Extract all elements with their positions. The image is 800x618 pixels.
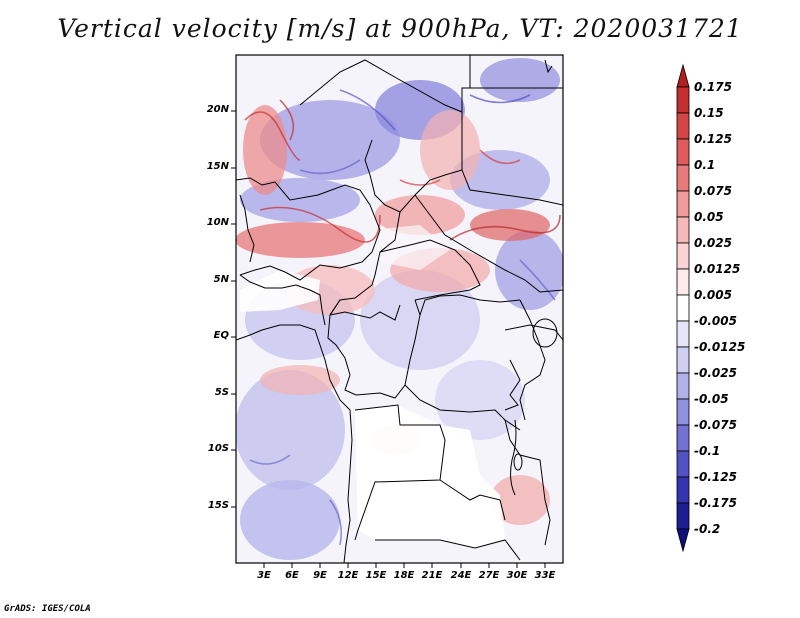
colorbar-swatch	[676, 398, 690, 426]
lat-label-5s: 5S	[214, 387, 229, 398]
colorbar-swatch	[676, 372, 690, 400]
colorbar-label: 0.1	[694, 158, 716, 172]
lat-label-15s: 15S	[207, 500, 229, 511]
lat-label-10s: 10S	[207, 443, 229, 454]
lon-label-6e: 6E	[285, 570, 299, 581]
colorbar-swatch	[676, 112, 690, 140]
colorbar-label: -0.2	[694, 522, 721, 536]
lon-label-9e: 9E	[313, 570, 327, 581]
lon-label-12e: 12E	[337, 570, 359, 581]
colorbar-label: 0.075	[694, 184, 732, 198]
colorbar-label: -0.125	[694, 470, 737, 484]
lon-label-33e: 33E	[534, 570, 556, 581]
colorbar-label: -0.1	[694, 444, 721, 458]
colorbar-label: 0.025	[694, 236, 732, 250]
lakes	[510, 59, 558, 496]
lat-label-15n: 15N	[206, 161, 229, 172]
velocity-field	[236, 55, 563, 563]
colorbar-swatch	[676, 86, 690, 114]
colorbar-label: 0.125	[694, 132, 732, 146]
colorbar-swatch	[676, 502, 690, 530]
colorbar-label: 0.15	[694, 106, 724, 120]
country-borders	[236, 55, 563, 563]
colorbar-swatch	[676, 216, 690, 244]
colorbar-label: -0.0125	[694, 340, 746, 354]
colorbar-label: -0.005	[694, 314, 737, 328]
colorbar-swatch	[676, 164, 690, 192]
colorbar-label: 0.05	[694, 210, 724, 224]
lon-label-30e: 30E	[506, 570, 528, 581]
grads-credit: GrADS: IGES/COLA	[4, 604, 91, 614]
colorbar-arrow-top	[676, 63, 690, 88]
lat-label-20n: 20N	[206, 104, 229, 115]
colorbar-swatch	[676, 268, 690, 296]
colorbar-label: -0.025	[694, 366, 737, 380]
lon-label-21e: 21E	[421, 570, 443, 581]
colorbar-label: -0.05	[694, 392, 729, 406]
colorbar-arrow-bottom	[676, 528, 690, 553]
colorbar-swatch	[676, 242, 690, 270]
colorbar	[676, 63, 690, 553]
lon-label-18e: 18E	[393, 570, 415, 581]
colorbar-label: 0.0125	[694, 262, 741, 276]
lon-label-27e: 27E	[478, 570, 500, 581]
colorbar-swatch	[676, 294, 690, 322]
lat-label-5n: 5N	[213, 274, 229, 285]
map-title: Vertical velocity [m/s] at 900hPa, VT: 2…	[57, 14, 743, 43]
colorbar-swatch	[676, 138, 690, 166]
colorbar-label: 0.175	[694, 80, 732, 94]
colorbar-swatch	[676, 450, 690, 478]
colorbar-label: -0.075	[694, 418, 737, 432]
colorbar-label: 0.005	[694, 288, 732, 302]
axis-ticks	[231, 110, 546, 568]
lat-label-10n: 10N	[206, 217, 229, 228]
lon-label-24e: 24E	[450, 570, 472, 581]
colorbar-swatch	[676, 190, 690, 218]
plot-frame	[235, 54, 564, 564]
colorbar-swatch	[676, 424, 690, 452]
lat-label-eq: EQ	[213, 330, 229, 341]
lon-label-3e: 3E	[257, 570, 271, 581]
lon-label-15e: 15E	[365, 570, 387, 581]
colorbar-label: -0.175	[694, 496, 737, 510]
colorbar-swatch	[676, 346, 690, 374]
colorbar-swatch	[676, 320, 690, 348]
colorbar-swatch	[676, 476, 690, 504]
